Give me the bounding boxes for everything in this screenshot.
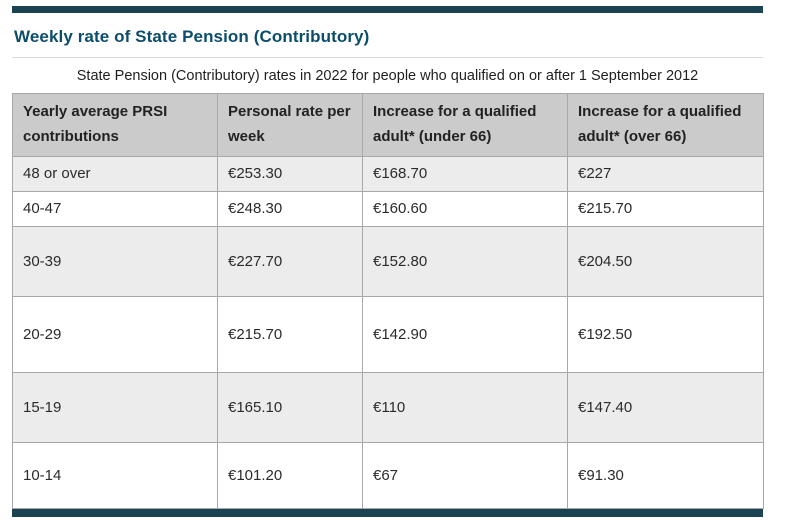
cell-increase-under-66: €168.70 [362, 155, 568, 192]
pension-rates-table: Yearly average PRSI contributions Person… [12, 93, 764, 509]
column-header-prsi-contributions: Yearly average PRSI contributions [12, 93, 218, 157]
table-row: 48 or over €253.30 €168.70 €227 [12, 155, 764, 192]
cell-personal-rate: €165.10 [217, 371, 363, 443]
cell-personal-rate: €215.70 [217, 295, 363, 373]
page-title: Weekly rate of State Pension (Contributo… [14, 27, 370, 46]
column-header-increase-under-66: Increase for a qualified adult* (under 6… [362, 93, 568, 157]
table-row: 40-47 €248.30 €160.60 €215.70 [12, 190, 764, 227]
table-row: 15-19 €165.10 €110 €147.40 [12, 371, 764, 443]
cell-increase-under-66: €160.60 [362, 190, 568, 227]
column-header-increase-over-66: Increase for a qualified adult* (over 66… [567, 93, 764, 157]
title-divider [12, 57, 763, 58]
cell-personal-rate: €101.20 [217, 441, 363, 509]
cell-yearly-average: 10-14 [12, 441, 218, 509]
cell-yearly-average: 40-47 [12, 190, 218, 227]
header-row: Yearly average PRSI contributions Person… [12, 93, 764, 157]
cell-increase-over-66: €215.70 [567, 190, 764, 227]
table-row: 30-39 €227.70 €152.80 €204.50 [12, 225, 764, 297]
cell-personal-rate: €227.70 [217, 225, 363, 297]
cell-increase-under-66: €67 [362, 441, 568, 509]
table-row: 10-14 €101.20 €67 €91.30 [12, 441, 764, 509]
cell-yearly-average: 48 or over [12, 155, 218, 192]
top-accent-bar [12, 6, 763, 13]
table-row: 20-29 €215.70 €142.90 €192.50 [12, 295, 764, 373]
cell-increase-under-66: €152.80 [362, 225, 568, 297]
cell-increase-over-66: €192.50 [567, 295, 764, 373]
cell-increase-over-66: €204.50 [567, 225, 764, 297]
bottom-accent-bar [12, 508, 763, 517]
cell-personal-rate: €253.30 [217, 155, 363, 192]
cell-increase-over-66: €91.30 [567, 441, 764, 509]
table-caption: State Pension (Contributory) rates in 20… [76, 68, 699, 84]
cell-personal-rate: €248.30 [217, 190, 363, 227]
cell-yearly-average: 15-19 [12, 371, 218, 443]
cell-increase-over-66: €147.40 [567, 371, 764, 443]
column-header-personal-rate: Personal rate per week [217, 93, 363, 157]
cell-yearly-average: 20-29 [12, 295, 218, 373]
cell-increase-over-66: €227 [567, 155, 764, 192]
cell-increase-under-66: €142.90 [362, 295, 568, 373]
cell-increase-under-66: €110 [362, 371, 568, 443]
cell-yearly-average: 30-39 [12, 225, 218, 297]
